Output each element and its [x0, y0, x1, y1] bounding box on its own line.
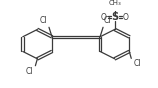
Text: Cl: Cl: [133, 59, 141, 68]
Text: S: S: [111, 12, 118, 22]
Text: O: O: [101, 13, 107, 22]
Text: Cl: Cl: [40, 16, 47, 25]
Text: O: O: [123, 13, 128, 22]
Text: Cl: Cl: [26, 67, 33, 76]
Text: Cl: Cl: [104, 16, 112, 25]
Text: CH₃: CH₃: [108, 0, 121, 6]
